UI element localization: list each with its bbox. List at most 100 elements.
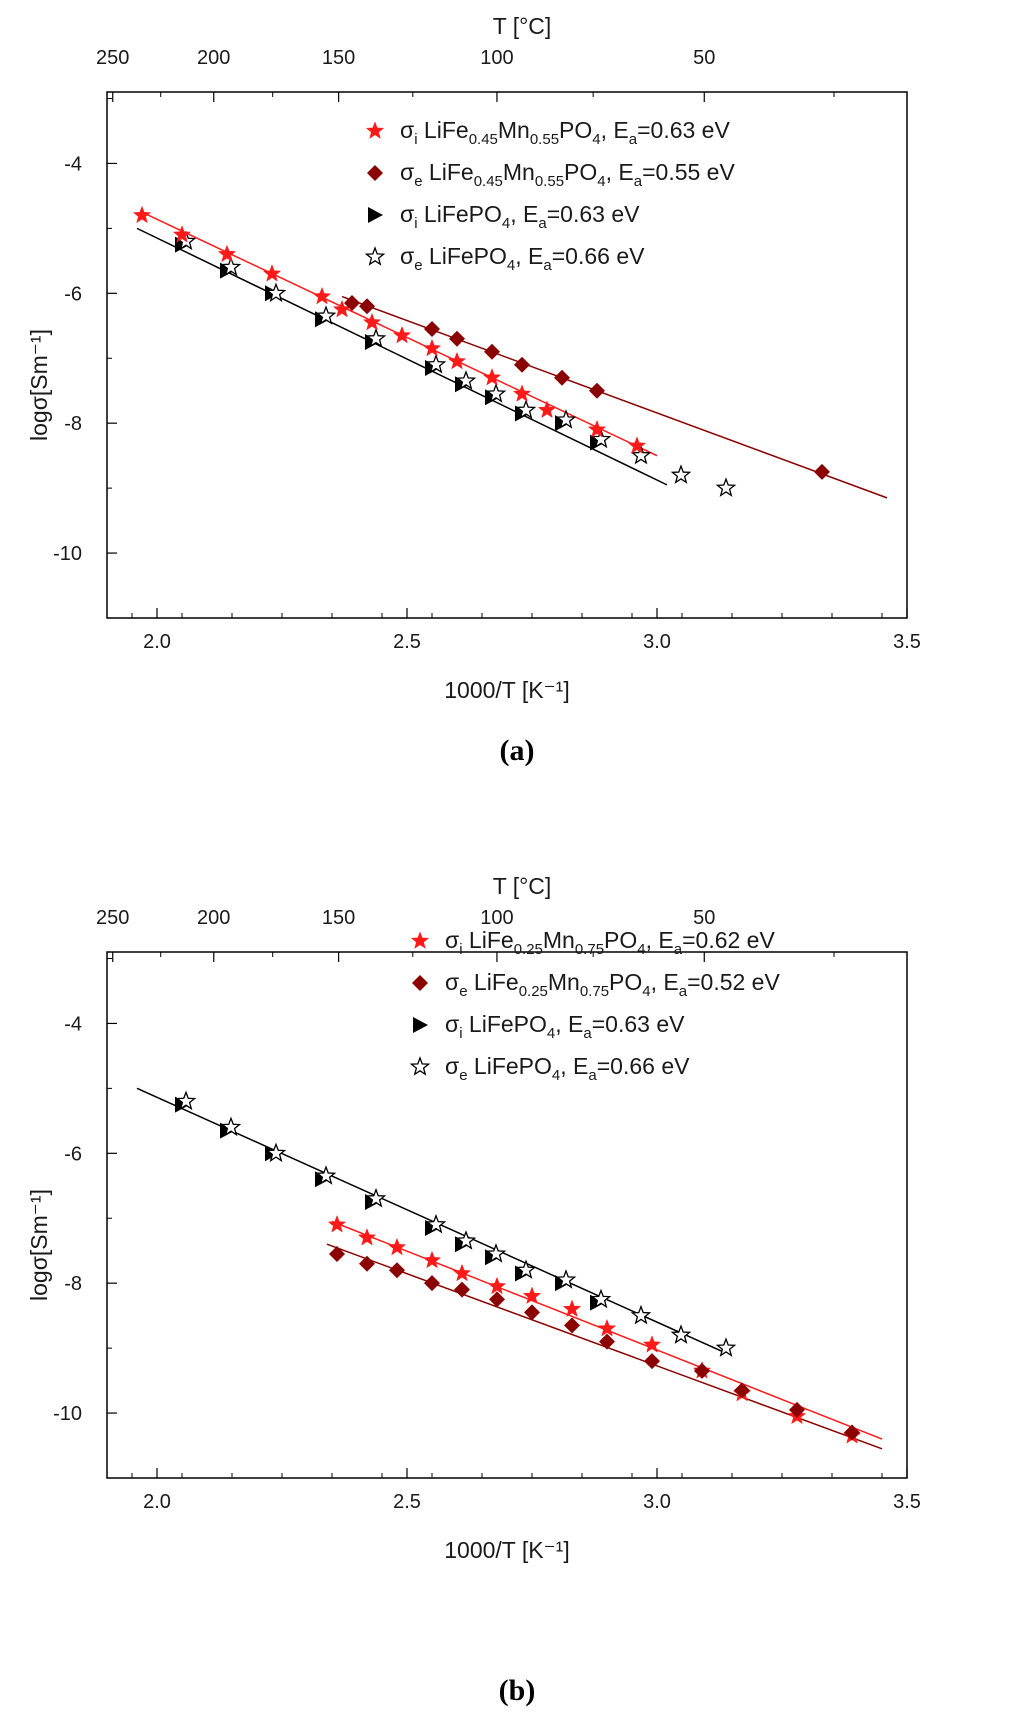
x-tick-label: 2.0: [143, 1491, 171, 1513]
top-tick-label: 250: [96, 907, 129, 929]
legend-label: σi LiFe0.45Mn0.55PO4, Ea=0.63 eV: [400, 117, 730, 148]
data-point: [172, 225, 192, 243]
legend-marker: [413, 1017, 428, 1033]
data-point: [455, 1230, 477, 1250]
series-2: [175, 1096, 605, 1311]
data-point: [589, 382, 605, 399]
top-tick-label: 150: [322, 907, 355, 929]
data-point: [422, 1250, 442, 1269]
data-point: [220, 1116, 242, 1137]
y-tick-label: -8: [64, 413, 82, 435]
data-point: [489, 1291, 505, 1308]
legend-label: σi LiFe0.25Mn0.75PO4, Ea=0.62 eV: [445, 927, 775, 958]
y-tick-label: -10: [53, 1403, 82, 1425]
figure-caption: (b): [499, 1674, 536, 1707]
chart-b: 2.0 2.5 3.0 3.5 -4 -6 -8 -10 250 200 150 100 50 1000/…: [26, 873, 921, 1707]
data-point: [644, 1353, 660, 1370]
data-point: [514, 356, 530, 373]
data-point: [482, 368, 502, 386]
data-point: [454, 1281, 470, 1298]
data-point: [590, 1288, 612, 1309]
data-point: [220, 256, 242, 277]
data-point: [449, 330, 465, 347]
data-point: [814, 463, 830, 480]
data-point: [512, 384, 532, 402]
series-1: [329, 1245, 860, 1441]
data-point: [844, 1424, 860, 1441]
data-point: [630, 1304, 652, 1325]
data-point: [422, 338, 442, 357]
legend-item-0: σi LiFe0.45Mn0.55PO4, Ea=0.63 eV: [365, 117, 730, 148]
data-point: [359, 298, 375, 315]
data-point: [789, 1401, 805, 1418]
data-point: [694, 1362, 710, 1379]
data-point: [365, 327, 387, 348]
data-point: [365, 1187, 387, 1208]
legend-marker: [367, 165, 383, 181]
legend-marker: [365, 121, 385, 139]
data-point: [389, 1262, 405, 1279]
legend-label: σe LiFe0.25Mn0.75PO4, Ea=0.52 eV: [445, 969, 780, 1000]
y-tick-label: -6: [64, 283, 82, 305]
chart-panel-a: 2.0 2.5 3.0 3.5 -4 -6 -8 -10 250 200 150 100 50 1000/…: [26, 13, 921, 767]
data-point: [524, 1304, 540, 1321]
data-point: [627, 436, 647, 454]
chart-a: 2.0 2.5 3.0 3.5 -4 -6 -8 -10 250 200 150 100 50 1000/…: [26, 13, 921, 767]
legend-label: σi LiFePO4, Ea=0.63 eV: [400, 201, 640, 232]
x-tick-label: 3.5: [893, 1491, 921, 1513]
top-axis-title: T [°C]: [493, 873, 552, 899]
data-point: [555, 409, 577, 429]
data-point: [265, 282, 287, 303]
data-point: [485, 1243, 507, 1263]
data-point: [315, 1165, 337, 1185]
legend-item-3: σe LiFePO4, Ea=0.66 eV: [364, 243, 645, 274]
data-point: [312, 286, 332, 305]
legend-marker: [412, 975, 428, 991]
data-point: [424, 1275, 440, 1292]
x-tick-label: 3.5: [893, 631, 921, 653]
chart-panel-b: 2.0 2.5 3.0 3.5 -4 -6 -8 -10 250 200 150 100 50 1000/…: [0, 860, 1024, 1720]
data-point: [359, 1255, 375, 1272]
legend-label: σe LiFePO4, Ea=0.66 eV: [445, 1053, 690, 1084]
data-point: [327, 1215, 347, 1233]
data-point: [599, 1333, 615, 1350]
x-tick-label: 2.0: [143, 631, 171, 653]
data-point: [587, 419, 607, 438]
data-point: [424, 321, 440, 338]
legend-item-2: σi LiFePO4, Ea=0.63 eV: [368, 201, 640, 232]
y-axis-title: logσ[Sm⁻¹]: [26, 329, 52, 441]
legend-marker: [409, 1056, 431, 1076]
legend-item-0: σi LiFe0.25Mn0.75PO4, Ea=0.62 eV: [410, 927, 775, 958]
top-axis-title: T [°C]: [493, 13, 552, 39]
legend-label: σe LiFePO4, Ea=0.66 eV: [400, 243, 645, 274]
top-tick-label: 50: [693, 47, 715, 69]
top-tick-label: 250: [96, 47, 129, 69]
y-tick-label: -4: [64, 153, 82, 175]
legend-marker: [364, 246, 386, 266]
data-point: [132, 205, 152, 224]
data-point: [562, 1299, 582, 1318]
data-point: [670, 1324, 692, 1344]
data-point: [387, 1237, 407, 1256]
legend-marker: [368, 207, 383, 223]
top-tick-label: 50: [693, 907, 715, 929]
figure-caption: (a): [500, 734, 535, 767]
data-point: [362, 312, 382, 331]
data-point: [425, 353, 447, 374]
top-tick-label: 100: [480, 907, 513, 929]
y-axis-title: logσ[Sm⁻¹]: [26, 1189, 52, 1301]
series-1: [344, 295, 830, 480]
data-point: [734, 1382, 750, 1399]
x-tick-label: 2.5: [393, 1491, 421, 1513]
legend-label: σe LiFe0.45Mn0.55PO4, Ea=0.55 eV: [400, 159, 735, 190]
data-point: [329, 1245, 345, 1262]
data-point: [515, 1259, 537, 1279]
series-0: [327, 1215, 862, 1444]
x-axis-title: 1000/T [K⁻¹]: [444, 677, 570, 703]
series-0: [132, 205, 647, 454]
fit-line-1: [341, 295, 888, 499]
data-point: [217, 244, 237, 263]
data-point: [392, 325, 412, 344]
data-point: [262, 264, 282, 282]
data-point: [642, 1335, 662, 1353]
